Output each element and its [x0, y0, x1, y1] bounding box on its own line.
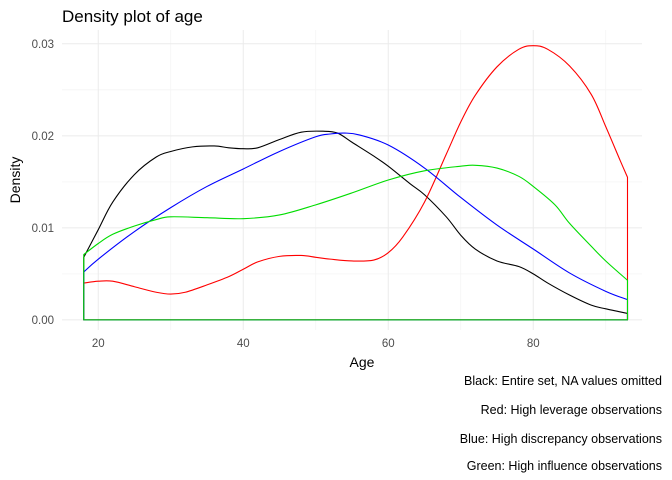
y-axis-title: Density — [7, 157, 23, 204]
grid — [62, 30, 642, 330]
caption-line-3: Blue: High discrepancy observations — [460, 432, 662, 446]
tick-labels: 20 40 60 80 0.00 0.01 0.02 0.03 — [32, 39, 540, 350]
density-line-black — [83, 130, 629, 321]
series-group — [83, 45, 629, 321]
x-axis-title: Age — [350, 354, 375, 370]
density-line-green — [83, 164, 629, 321]
x-tick-label: 60 — [382, 338, 395, 350]
y-tick-label: 0.02 — [32, 131, 54, 143]
y-tick-label: 0.03 — [32, 39, 54, 51]
density-line-blue — [83, 132, 629, 321]
caption-line-2: Red: High leverage observations — [481, 403, 662, 417]
x-tick-label: 20 — [92, 338, 105, 350]
caption-line-4: Green: High influence observations — [467, 459, 662, 473]
density-line-red — [83, 45, 629, 321]
x-tick-label: 80 — [527, 338, 540, 350]
caption-line-1: Black: Entire set, NA values omitted — [464, 374, 662, 388]
x-tick-label: 40 — [237, 338, 250, 350]
y-tick-label: 0.01 — [32, 223, 54, 235]
y-tick-label: 0.00 — [32, 315, 54, 327]
chart-title: Density plot of age — [62, 7, 203, 26]
